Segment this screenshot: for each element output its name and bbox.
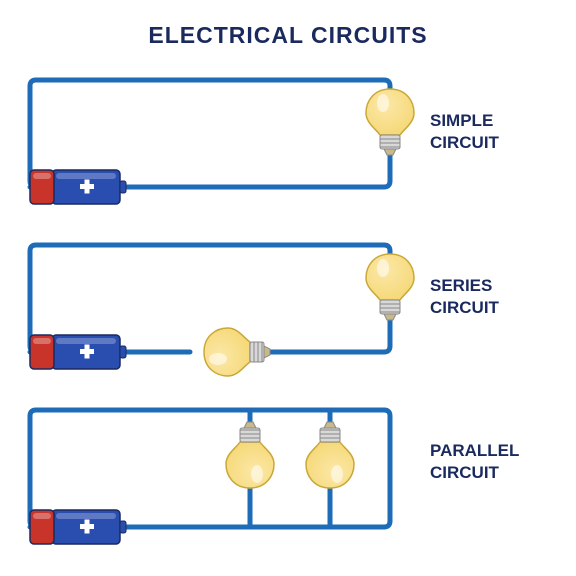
label-line: CIRCUIT: [430, 463, 499, 482]
parallel-circuit-label: PARALLEL CIRCUIT: [430, 440, 519, 484]
label-line: SIMPLE: [430, 111, 493, 130]
label-line: CIRCUIT: [430, 133, 499, 152]
simple-circuit-label: SIMPLE CIRCUIT: [430, 110, 499, 154]
label-line: PARALLEL: [430, 441, 519, 460]
simple-circuit-diagram: [20, 70, 400, 210]
series-circuit-label: SERIES CIRCUIT: [430, 275, 499, 319]
series-circuit-diagram: [20, 235, 400, 375]
parallel-circuit-diagram: [20, 400, 400, 540]
label-line: CIRCUIT: [430, 298, 499, 317]
label-line: SERIES: [430, 276, 492, 295]
page-title: ELECTRICAL CIRCUITS: [0, 22, 576, 49]
